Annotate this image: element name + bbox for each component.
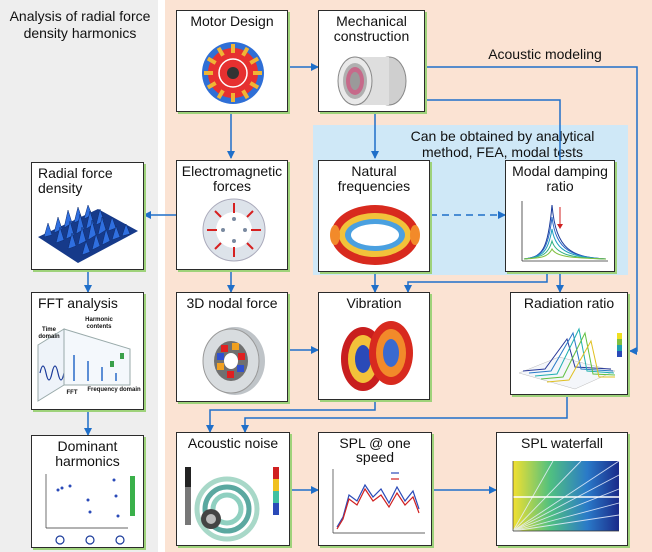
box-acoustic-noise: Acoustic noise <box>176 432 290 546</box>
acoustic-field-image <box>185 467 279 542</box>
fft-label: FFT <box>66 390 78 396</box>
arrow-radiation-to-noise <box>241 395 568 433</box>
arrow-acoustic-modeling <box>425 66 638 355</box>
radial-force-surface-plot <box>38 204 138 263</box>
radiation-ratio-plot <box>518 327 622 390</box>
fft-frequency-domain-label: Frequency domain <box>87 387 141 393</box>
fft-diagram-image <box>37 328 131 402</box>
box-spl-waterfall: SPL waterfall <box>496 432 628 546</box>
mode-shape-image <box>330 205 420 265</box>
radiation-ratio-title: Radiation ratio <box>523 295 615 311</box>
em-force-distribution-image <box>202 198 266 262</box>
box-electromagnetic-forces: Electromagnetic forces <box>176 160 288 270</box>
box-radiation-ratio: Radiation ratio <box>510 292 628 395</box>
motor-cross-section-image <box>202 42 264 104</box>
vibration-mode-image <box>341 321 413 391</box>
radial-force-density-title: Radial force density <box>38 165 113 196</box>
acoustic-noise-title: Acoustic noise <box>187 435 279 451</box>
box-3d-nodal-force: 3D nodal force <box>176 292 288 402</box>
left-panel-title: Analysis of radial force density harmoni… <box>9 8 151 41</box>
box-mechanical-construction: Mechanical construction <box>318 10 425 112</box>
spl-one-speed-title: SPL @ one speed <box>339 435 411 465</box>
spl-line-plot <box>332 469 425 534</box>
spl-waterfall-title: SPL waterfall <box>521 435 603 451</box>
box-dominant-harmonics: Dominant harmonics <box>31 435 144 548</box>
fft-harmonic-contents-label: Harmonic contents <box>85 317 113 330</box>
spl-waterfall-plot <box>512 460 620 532</box>
arrow-damping-to-vibration <box>404 272 548 293</box>
natural-frequencies-title: Natural frequencies <box>337 163 411 194</box>
arrow-vibration-to-noise <box>206 400 376 433</box>
electromagnetic-forces-title: Electromagnetic forces <box>181 163 283 194</box>
box-vibration: Vibration <box>318 292 430 400</box>
dominant-harmonics-title: Dominant harmonics <box>55 438 120 469</box>
blue-zone-caption: Can be obtained by analytical method, FE… <box>410 128 595 160</box>
nodal-force-3d-title: 3D nodal force <box>186 295 278 311</box>
motor-design-title: Motor Design <box>190 13 274 29</box>
motor-housing-image <box>337 56 407 106</box>
modal-damping-ratio-title: Modal damping ratio <box>512 163 608 194</box>
box-natural-frequencies: Natural frequencies <box>318 160 430 272</box>
box-radial-force-density: Radial force density <box>31 162 144 270</box>
mechanical-construction-title: Mechanical construction <box>333 13 410 44</box>
fft-time-domain-label: Time domain <box>38 327 60 340</box>
vibration-title: Vibration <box>346 295 402 311</box>
nodal-force-cylinder-image <box>202 327 265 395</box>
harmonics-map-plot <box>45 474 135 545</box>
damping-curves-plot <box>521 201 608 262</box>
fft-analysis-title: FFT analysis <box>38 295 118 311</box>
box-modal-damping-ratio: Modal damping ratio <box>505 160 615 272</box>
box-spl-one-speed: SPL @ one speed <box>318 432 432 546</box>
box-fft-analysis: FFT analysis Time domain Harmonic conten… <box>31 292 144 410</box>
acoustic-modeling-label: Acoustic modeling <box>488 46 602 62</box>
box-motor-design: Motor Design <box>176 10 288 112</box>
